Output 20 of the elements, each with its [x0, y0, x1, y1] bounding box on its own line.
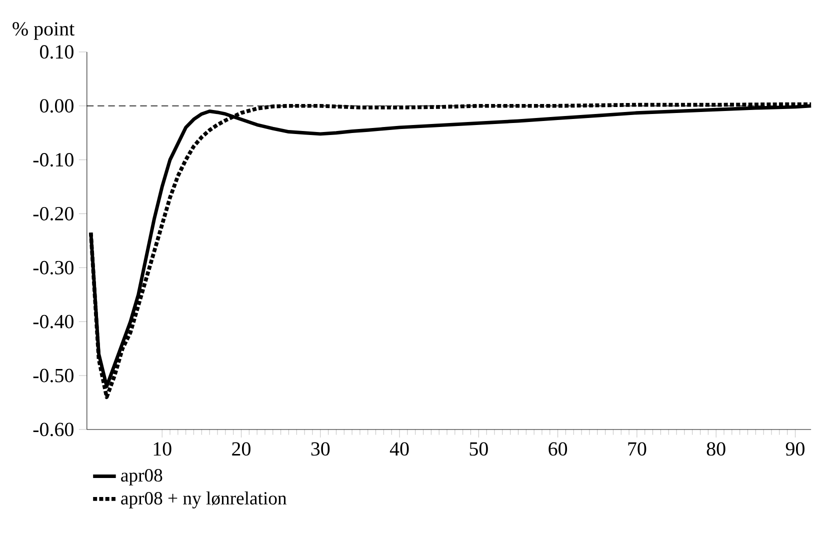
x-tick-label: 20: [232, 442, 250, 456]
x-tick-label: 90: [786, 442, 804, 456]
y-axis-title: % point: [12, 22, 75, 40]
legend-label: apr08 + ny lønrelation: [121, 491, 287, 508]
y-tick-label: -0.20: [33, 206, 74, 220]
x-tick-label: 60: [548, 442, 568, 456]
legend-label: apr08: [121, 468, 162, 486]
y-tick-label: -0.40: [33, 314, 74, 328]
y-tick-label: -0.10: [33, 152, 74, 166]
x-tick-label: 40: [390, 442, 409, 456]
x-tick-label: 70: [628, 442, 646, 456]
y-tick-label: 0.00: [40, 98, 74, 112]
x-tick-label: 30: [311, 442, 330, 456]
x-tick-label: 10: [154, 442, 172, 456]
y-tick-label: -0.30: [33, 260, 74, 274]
y-tick-label: -0.50: [33, 368, 74, 382]
x-tick-label: 50: [470, 442, 488, 456]
y-tick-label: 0.10: [40, 44, 74, 59]
y-tick-label: -0.60: [33, 422, 74, 436]
x-tick-label: 80: [706, 442, 726, 456]
